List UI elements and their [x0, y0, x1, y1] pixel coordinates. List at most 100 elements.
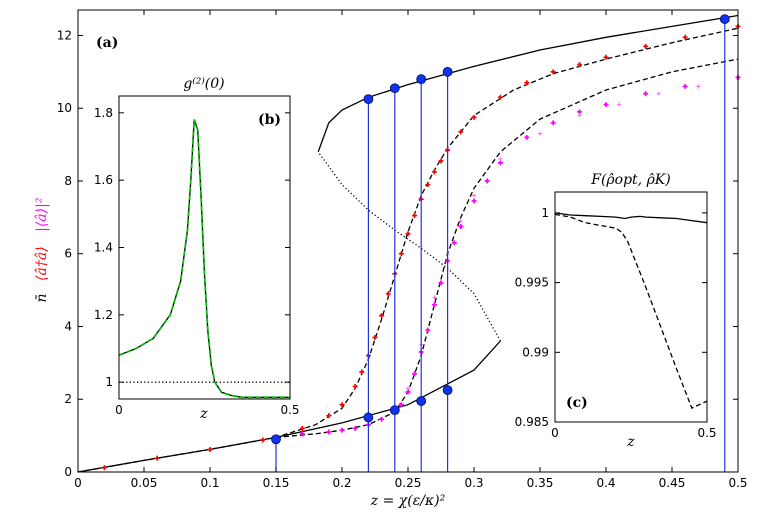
main-series-line: [317, 151, 501, 342]
main-highlight-point: [389, 405, 400, 416]
inset-b-y-tick-label: 1.8: [94, 106, 113, 120]
main-marker-dot: [208, 448, 212, 451]
main-marker-dot: [400, 403, 403, 407]
main-marker-dot: [426, 328, 430, 332]
inset-c-y-tick-label: 0.99: [522, 345, 549, 359]
main-marker-dot: [353, 426, 357, 430]
main-y-tick-label: 12: [57, 28, 72, 42]
main-marker-dot: [452, 241, 456, 245]
main-marker-dot: [459, 130, 463, 134]
y-label-nbar: n̄: [34, 293, 50, 302]
main-marker-dot: [380, 314, 383, 317]
inset-c-series-line: [554, 213, 708, 409]
main-marker-dot: [472, 199, 476, 203]
main-highlight-point: [719, 14, 730, 24]
inset-c-y-tick-label: 1: [541, 206, 549, 220]
main-marker-dot: [340, 428, 344, 432]
main-marker-dot: [683, 35, 687, 39]
main-marker-dot: [413, 214, 416, 217]
inset-b-y-tick-label: 1: [105, 375, 113, 389]
main-marker-light: [656, 91, 661, 96]
panel-label-c: (c): [566, 395, 588, 411]
inset-c-title: F(ρ̂opt, ρ̂K): [590, 172, 670, 188]
main-x-tick-label: 0.1: [200, 476, 219, 490]
y-label-coherent-amplitude: |⟨â⟩|²: [34, 197, 50, 232]
main-marker-dot: [499, 95, 502, 99]
main-series-line: [317, 14, 739, 153]
main-x-tick-label: 0.05: [131, 476, 158, 490]
y-label-number-operator: ⟨â†â⟩: [34, 246, 50, 281]
inset-c-y-tick-label: 0.985: [515, 415, 549, 429]
main-x-tick-label: 0.45: [659, 476, 686, 490]
main-marker-dot: [644, 44, 647, 48]
main-x-tick-label: 0: [74, 476, 82, 490]
inset-b-chart: 0 0.5 1 1.2 1.4 1.6 1.8 g⁽²⁾(0) (b) z: [94, 76, 300, 422]
main-plot-area: [77, 14, 741, 473]
main-marker-light: [498, 157, 503, 162]
inset-b-x-axis-label: z: [199, 406, 208, 422]
panel-label-b: (b): [258, 112, 281, 128]
main-marker-dot: [301, 432, 304, 436]
main-marker-dot: [433, 170, 436, 174]
main-marker-dot: [413, 372, 416, 376]
inset-c-x-tick-label: 0.5: [697, 426, 716, 440]
main-x-tick-label: 0.5: [728, 476, 747, 490]
main-marker-dot: [525, 81, 529, 85]
main-marker-dot: [373, 336, 377, 339]
inset-c-series-line: [554, 212, 708, 224]
main-highlight-point: [416, 74, 427, 85]
main-marker-light: [538, 131, 542, 136]
main-marker-dot: [406, 232, 410, 236]
main-marker-dot: [360, 370, 364, 374]
main-marker-dot: [485, 179, 489, 183]
inset-b-background: [119, 96, 290, 399]
main-marker-dot: [604, 55, 608, 59]
main-x-tick-label: 0.2: [332, 476, 351, 490]
main-marker-dot: [386, 292, 390, 296]
main-marker-dot: [578, 110, 581, 114]
main-marker-light: [696, 84, 701, 89]
main-marker-dot: [459, 225, 463, 228]
main-marker-dot: [353, 385, 357, 388]
main-marker-light: [406, 386, 410, 391]
inset-c-ticks: 0 0.5 0.985 0.99 0.995 1: [515, 192, 717, 440]
main-y-axis-label: n̄ ⟨â†â⟩ |⟨â⟩|²: [34, 197, 50, 302]
main-y-tick-label: 8: [64, 174, 72, 188]
main-x-tick-label: 0.35: [527, 476, 554, 490]
main-marker-dot: [604, 103, 608, 106]
main-marker-light: [577, 113, 582, 118]
main-marker-dot: [551, 70, 555, 74]
inset-b-title: g⁽²⁾(0): [183, 76, 224, 92]
main-highlight-point: [442, 385, 453, 396]
main-marker-light: [458, 218, 463, 223]
main-marker-dot: [499, 161, 502, 165]
main-y-tick-label: 2: [64, 392, 72, 406]
inset-c-y-tick-label: 0.995: [515, 276, 549, 290]
main-marker-dot: [578, 63, 581, 66]
main-highlight-point: [442, 66, 453, 77]
main-marker-dot: [644, 92, 647, 96]
main-marker-light: [432, 295, 437, 300]
main-marker-dot: [261, 438, 265, 442]
inset-c-chart: 0 0.5 0.985 0.99 0.995 1 F(ρ̂opt, ρ̂K) (c) z: [515, 172, 717, 450]
main-marker-dot: [400, 252, 403, 256]
panel-label-a: (a): [96, 35, 118, 51]
main-highlight-point: [363, 412, 374, 423]
main-marker-dot: [472, 115, 476, 119]
main-marker-dot: [433, 303, 436, 307]
main-marker-dot: [406, 390, 410, 394]
main-chart: 0 0.05 0.1 0.15 0.2 0.25 0.3 0.35 0.4 0.45 0.5 0 2 4 6…: [34, 9, 748, 509]
main-marker-light: [617, 102, 622, 107]
main-marker-dot: [551, 121, 555, 125]
main-highlight-point: [416, 396, 427, 406]
main-y-tick-label: 6: [64, 247, 72, 261]
main-x-tick-label: 0.3: [464, 476, 483, 490]
main-marker-dot: [525, 135, 529, 139]
main-highlight-point: [271, 434, 281, 445]
main-marker-dot: [439, 281, 443, 285]
main-marker-light: [472, 193, 476, 198]
inset-c-background: [555, 192, 707, 422]
inset-b-y-tick-label: 1.2: [94, 308, 113, 322]
main-x-tick-label: 0.15: [263, 476, 290, 490]
